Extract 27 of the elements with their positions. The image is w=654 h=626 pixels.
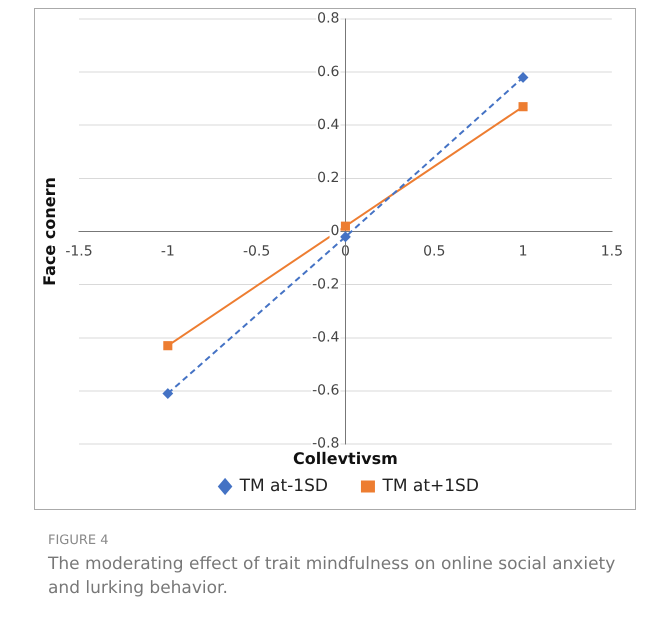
x-axis-title: Collevtivsm	[293, 449, 398, 468]
legend-label: TM at-1SD	[238, 476, 328, 496]
y-tick-label: 0.6	[317, 64, 340, 80]
point	[340, 232, 350, 242]
x-tick-label: -0.5	[242, 244, 270, 260]
x-tick-label: 1	[518, 244, 528, 260]
y-tick-label: 0	[330, 223, 340, 240]
y-tick-label: 0.8	[317, 10, 340, 27]
point	[163, 341, 172, 350]
x-tick-label: 0.5	[423, 244, 446, 260]
point	[162, 388, 173, 399]
y-axis-title: Face conern	[40, 177, 60, 286]
caption: FIGURE 4	[48, 532, 110, 550]
y-tick-label: 0.2	[317, 170, 340, 186]
x-tick-label: -1.5	[65, 244, 93, 260]
y-tick-label: -0.6	[312, 382, 340, 399]
legend-label: TM at+1SD	[381, 476, 479, 496]
y-tick-label: -0.2	[312, 276, 340, 292]
text: The moderating effect of trait mindfulness on online social anxiety and lurking behavior.	[48, 553, 616, 600]
point	[340, 222, 350, 231]
y-tick-label: 0.4	[317, 116, 340, 133]
y-tick-label: -0.4	[312, 329, 340, 346]
x-tick-label: 1.5	[600, 244, 623, 260]
y-tick-label: -0.8	[312, 436, 340, 452]
x-tick-label: -1	[160, 244, 175, 260]
point	[518, 72, 528, 82]
point	[518, 102, 528, 112]
